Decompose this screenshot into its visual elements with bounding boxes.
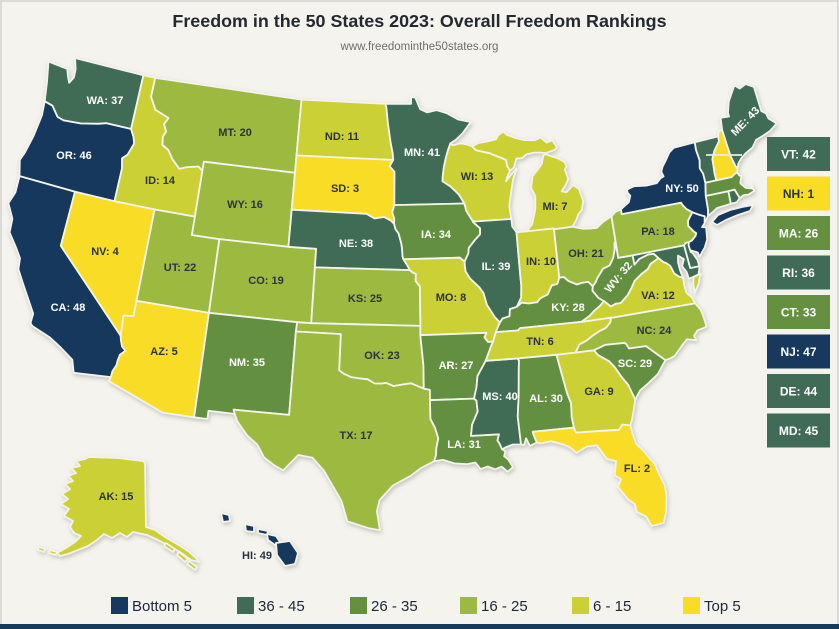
svg-text:FL: 2: FL: 2 (624, 463, 650, 475)
svg-text:NJ: 47: NJ: 47 (780, 345, 816, 359)
svg-text:TN: 6: TN: 6 (526, 336, 554, 348)
svg-text:26 - 35: 26 - 35 (371, 598, 418, 615)
svg-text:LA: 31: LA: 31 (447, 439, 481, 451)
svg-text:MN: 41: MN: 41 (404, 147, 440, 159)
svg-text:Bottom 5: Bottom 5 (132, 598, 192, 615)
svg-text:WI: 13: WI: 13 (461, 171, 493, 183)
svg-text:MT: 20: MT: 20 (218, 127, 252, 139)
svg-text:AR: 27: AR: 27 (439, 360, 474, 372)
svg-text:AK: 15: AK: 15 (99, 491, 134, 503)
svg-text:AZ: 5: AZ: 5 (150, 346, 178, 358)
svg-text:TX: 17: TX: 17 (339, 430, 372, 442)
svg-text:IA: 34: IA: 34 (421, 229, 452, 241)
svg-text:NC: 24: NC: 24 (637, 325, 673, 337)
svg-text:CT: 33: CT: 33 (781, 306, 817, 320)
svg-text:6 - 15: 6 - 15 (593, 598, 631, 615)
svg-text:OK: 23: OK: 23 (364, 350, 399, 362)
svg-text:CA: 48: CA: 48 (51, 302, 86, 314)
svg-text:IL: 39: IL: 39 (482, 261, 511, 273)
svg-text:Top 5: Top 5 (704, 598, 741, 615)
svg-text:16 - 25: 16 - 25 (481, 598, 528, 615)
svg-text:NY: 50: NY: 50 (665, 183, 698, 195)
svg-text:NH: 1: NH: 1 (783, 187, 815, 201)
svg-text:WY: 16: WY: 16 (227, 199, 263, 211)
svg-text:SC: 29: SC: 29 (618, 358, 652, 370)
svg-text:VT: 42: VT: 42 (781, 148, 816, 162)
svg-text:OH: 21: OH: 21 (568, 248, 603, 260)
svg-text:MI: 7: MI: 7 (542, 201, 567, 213)
svg-text:MS: 40: MS: 40 (482, 391, 517, 403)
svg-text:PA: 18: PA: 18 (641, 226, 674, 238)
svg-text:HI: 49: HI: 49 (242, 550, 272, 562)
svg-text:OR: 46: OR: 46 (56, 150, 91, 162)
svg-text:UT: 22: UT: 22 (164, 262, 196, 274)
svg-text:NV: 4: NV: 4 (91, 246, 119, 258)
svg-text:DE: 44: DE: 44 (780, 385, 818, 399)
svg-text:36 - 45: 36 - 45 (258, 598, 305, 615)
svg-text:ND: 11: ND: 11 (325, 131, 359, 143)
svg-text:KS: 25: KS: 25 (348, 293, 382, 305)
svg-text:WA: 37: WA: 37 (87, 95, 124, 107)
svg-text:MD: 45: MD: 45 (779, 424, 819, 438)
svg-text:MA: 26: MA: 26 (779, 227, 819, 241)
svg-text:ID: 14: ID: 14 (145, 175, 176, 187)
svg-text:IN: 10: IN: 10 (526, 256, 556, 268)
svg-text:RI: 36: RI: 36 (782, 266, 815, 280)
svg-text:MO: 8: MO: 8 (436, 292, 467, 304)
svg-text:NE: 38: NE: 38 (339, 238, 373, 250)
svg-text:AL: 30: AL: 30 (529, 393, 563, 405)
svg-text:SD: 3: SD: 3 (331, 183, 359, 195)
svg-text:CO: 19: CO: 19 (248, 275, 283, 287)
svg-text:VA: 12: VA: 12 (641, 290, 674, 302)
svg-text:GA: 9: GA: 9 (584, 386, 613, 398)
svg-text:KY: 28: KY: 28 (551, 302, 584, 314)
svg-text:NM: 35: NM: 35 (229, 357, 265, 369)
